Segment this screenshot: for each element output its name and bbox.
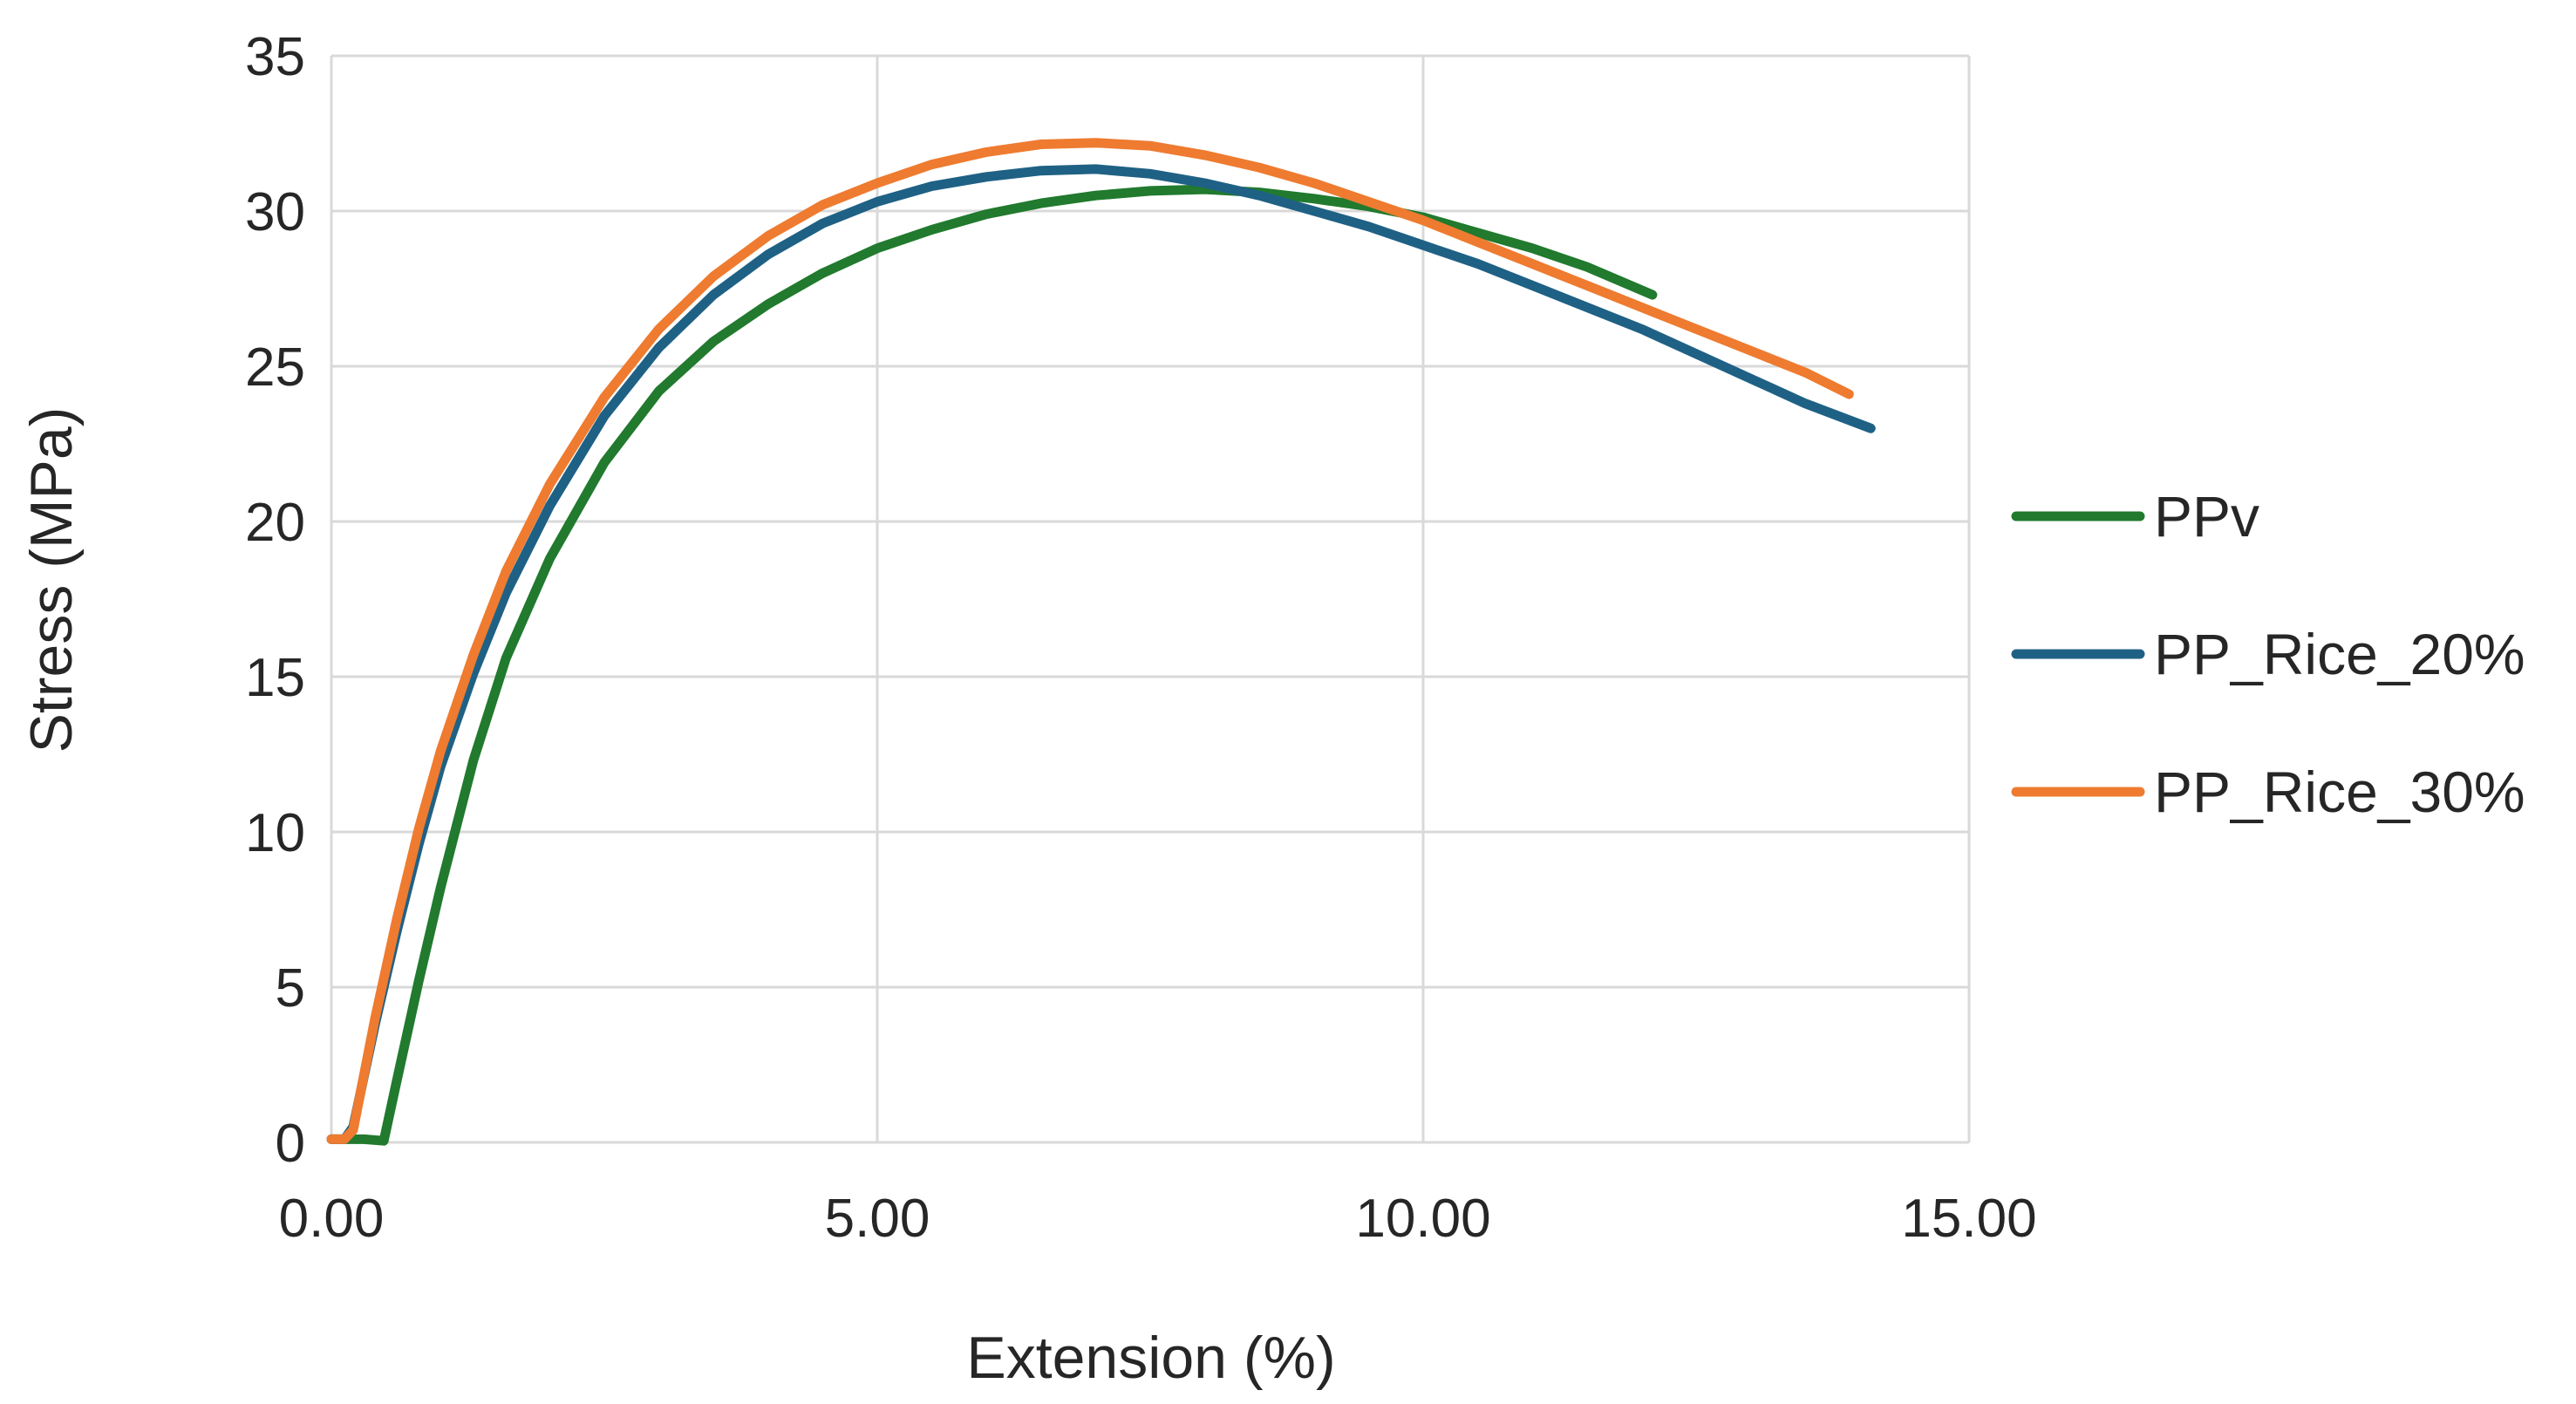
legend-label-pp-rice-20: PP_Rice_20% bbox=[2154, 622, 2525, 686]
y-axis-title: Stress (MPa) bbox=[18, 407, 85, 753]
tick-labels: 0 5 10 15 20 25 30 35 0.00 5.00 10.00 15.00 bbox=[245, 27, 2037, 1249]
x-axis-title: Extension (%) bbox=[966, 1325, 1335, 1391]
series-line-ppv bbox=[326, 184, 1658, 1146]
series-layer bbox=[326, 138, 1876, 1146]
legend-label-ppv: PPv bbox=[2154, 484, 2259, 549]
y-tick-label-7: 35 bbox=[245, 27, 305, 87]
legend-label-pp-rice-30: PP_Rice_30% bbox=[2154, 760, 2525, 824]
series-line-pp-rice-30 bbox=[326, 138, 1854, 1144]
y-tick-label-1: 5 bbox=[276, 958, 305, 1019]
x-tick-label-0: 0.00 bbox=[279, 1189, 385, 1249]
series-line-pp-rice-20 bbox=[326, 164, 1876, 1144]
y-tick-label-4: 20 bbox=[245, 493, 305, 553]
legend: PPv PP_Rice_20% PP_Rice_30% bbox=[2011, 484, 2525, 824]
y-tick-label-0: 0 bbox=[276, 1114, 305, 1174]
x-tick-label-1: 5.00 bbox=[825, 1189, 930, 1249]
grid-layer bbox=[330, 54, 1971, 1144]
y-tick-label-2: 10 bbox=[245, 803, 305, 863]
y-tick-label-5: 25 bbox=[245, 337, 305, 398]
x-tick-label-2: 10.00 bbox=[1355, 1189, 1490, 1249]
y-tick-label-3: 15 bbox=[245, 648, 305, 708]
y-tick-label-6: 30 bbox=[245, 182, 305, 242]
x-tick-label-3: 15.00 bbox=[1901, 1189, 2036, 1249]
